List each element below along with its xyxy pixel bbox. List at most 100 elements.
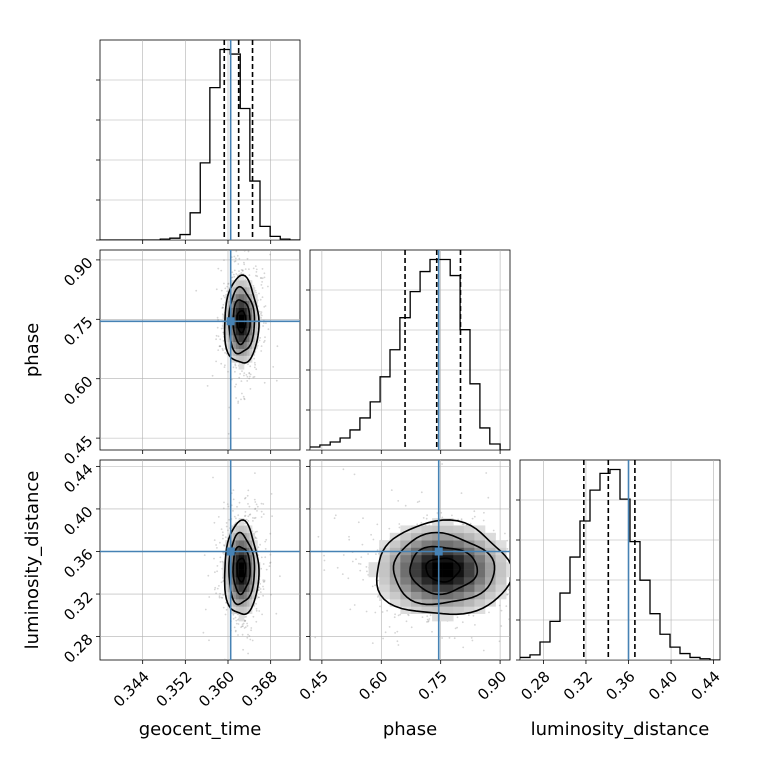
sample-point [261, 281, 263, 283]
sample-point [377, 579, 380, 582]
density-cell [442, 562, 454, 570]
density-cell [241, 584, 245, 592]
sample-point [254, 508, 256, 510]
density-cell [235, 532, 239, 541]
sample-point [461, 523, 464, 526]
sample-point [427, 620, 430, 622]
sample-point [244, 676, 246, 678]
density-cell [254, 307, 258, 315]
sample-point [353, 604, 356, 606]
sample-point [365, 673, 367, 675]
sample-point [249, 243, 251, 245]
sample-point [336, 566, 339, 569]
contour-line [409, 545, 479, 596]
density-cell [249, 314, 253, 322]
truth-marker [226, 317, 235, 326]
density-cell [463, 532, 475, 541]
density-cell [241, 525, 245, 534]
x-axis-label: geocent_time [139, 719, 262, 740]
sample-point [323, 559, 326, 562]
sample-point [264, 540, 267, 543]
sample-point [256, 510, 258, 512]
density-cell [244, 293, 247, 302]
sample-point [262, 563, 265, 565]
sample-point [263, 579, 266, 582]
sample-point [218, 596, 221, 599]
density-cell [249, 598, 253, 607]
density-cell [453, 606, 465, 615]
x-tick-label: 0.60 [355, 668, 391, 704]
sample-point [240, 626, 243, 629]
density-cell [246, 321, 250, 329]
density-cell [244, 576, 247, 585]
density-cell [227, 334, 231, 343]
sample-point [404, 504, 407, 507]
x-tick-label: 0.368 [238, 668, 281, 711]
sample-point [217, 516, 220, 518]
sample-point [243, 627, 246, 629]
sample-point [255, 274, 257, 277]
panel-frame [99, 249, 301, 451]
density-cell [249, 576, 253, 585]
sample-point [252, 267, 255, 270]
sample-point [214, 586, 217, 589]
density-cell [246, 554, 250, 563]
sample-point [426, 514, 428, 517]
sample-point [461, 621, 464, 624]
sample-point [365, 610, 368, 613]
sample-point [506, 593, 508, 596]
density-cell [389, 562, 401, 570]
sample-point [262, 503, 265, 505]
density-cell [235, 348, 239, 356]
sample-point [220, 596, 223, 599]
density-cell [233, 341, 237, 349]
sample-point [394, 613, 396, 616]
density-cell [244, 355, 247, 363]
density-cell [230, 584, 234, 592]
sample-point [261, 277, 264, 280]
density-cell [230, 532, 234, 541]
sample-point [397, 500, 400, 502]
sample-point [487, 496, 490, 499]
sample-point [232, 366, 235, 369]
density-cell [230, 569, 234, 578]
sample-point [244, 619, 246, 622]
density-cell [225, 591, 229, 600]
density-cell [225, 584, 229, 592]
sample-point [500, 625, 503, 627]
sample-point [222, 534, 224, 537]
density-cell [389, 591, 401, 600]
density-cell [230, 328, 234, 336]
sample-point [216, 570, 219, 573]
density-cell [238, 525, 242, 534]
density-cell [442, 532, 454, 541]
sample-point [215, 360, 218, 363]
sample-point [216, 326, 219, 329]
sample-point [248, 514, 251, 516]
sample-point [248, 372, 251, 375]
sample-point [396, 630, 399, 633]
density-cell [442, 540, 454, 548]
sample-point [247, 250, 250, 253]
sample-point [219, 345, 221, 348]
sample-point [504, 532, 506, 535]
sample-point [260, 345, 263, 347]
sample-point [224, 352, 227, 354]
sample-point [247, 363, 249, 366]
sample-point [220, 269, 223, 272]
sample-point [506, 539, 509, 542]
sample-point [275, 379, 278, 382]
sample-point [259, 591, 262, 593]
hist-panel-geocent_time [96, 39, 301, 244]
sample-point [253, 517, 256, 520]
sample-point [398, 526, 401, 529]
density-cell [495, 554, 507, 563]
sample-point [259, 337, 262, 339]
sample-point [233, 260, 236, 263]
contour-line [232, 545, 251, 596]
sample-point [249, 373, 252, 376]
sample-point [238, 270, 240, 272]
density-cell [474, 554, 486, 563]
sample-point [257, 546, 260, 549]
density-cell [246, 341, 250, 349]
